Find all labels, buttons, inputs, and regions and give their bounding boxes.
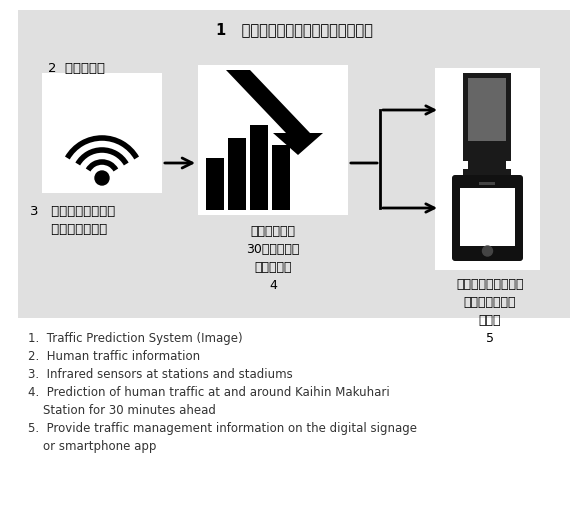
FancyBboxPatch shape — [228, 138, 246, 210]
Text: or smartphone app: or smartphone app — [28, 440, 156, 453]
FancyBboxPatch shape — [250, 125, 268, 210]
FancyBboxPatch shape — [18, 10, 570, 318]
Text: 海浜幕張駅の
30分後までの
混雑を予測
4: 海浜幕張駅の 30分後までの 混雑を予測 4 — [246, 225, 300, 292]
Circle shape — [95, 171, 109, 185]
FancyBboxPatch shape — [463, 73, 511, 161]
Text: サイネージ、アプリ
で混雑予測情報
を提供
5: サイネージ、アプリ で混雑予測情報 を提供 5 — [456, 278, 524, 345]
FancyBboxPatch shape — [272, 145, 290, 210]
FancyBboxPatch shape — [42, 73, 162, 193]
Text: 3.  Infrared sensors at stations and stadiums: 3. Infrared sensors at stations and stad… — [28, 368, 293, 381]
FancyBboxPatch shape — [460, 188, 515, 246]
Text: 5.  Provide traffic management information on the digital signage: 5. Provide traffic management informatio… — [28, 422, 417, 435]
Text: 1.  Traffic Prediction System (Image): 1. Traffic Prediction System (Image) — [28, 332, 243, 345]
Text: 2  人流データ: 2 人流データ — [48, 62, 105, 75]
FancyBboxPatch shape — [435, 170, 540, 270]
FancyBboxPatch shape — [479, 182, 495, 185]
Circle shape — [483, 246, 493, 256]
FancyBboxPatch shape — [463, 169, 511, 175]
FancyBboxPatch shape — [452, 175, 523, 261]
FancyBboxPatch shape — [206, 158, 224, 210]
FancyBboxPatch shape — [198, 65, 348, 215]
Polygon shape — [226, 70, 323, 155]
Text: 1   混雑予測情報のシステムイメージ: 1 混雑予測情報のシステムイメージ — [216, 22, 372, 38]
Text: Station for 30 minutes ahead: Station for 30 minutes ahead — [28, 404, 216, 417]
FancyBboxPatch shape — [435, 68, 540, 188]
FancyBboxPatch shape — [468, 161, 506, 169]
Text: 2.  Human traffic information: 2. Human traffic information — [28, 350, 200, 363]
FancyBboxPatch shape — [468, 78, 506, 141]
Text: 3   駅やスタジアムの
     赤外線センサー: 3 駅やスタジアムの 赤外線センサー — [30, 205, 115, 236]
Text: 4.  Prediction of human traffic at and around Kaihin Makuhari: 4. Prediction of human traffic at and ar… — [28, 386, 390, 399]
